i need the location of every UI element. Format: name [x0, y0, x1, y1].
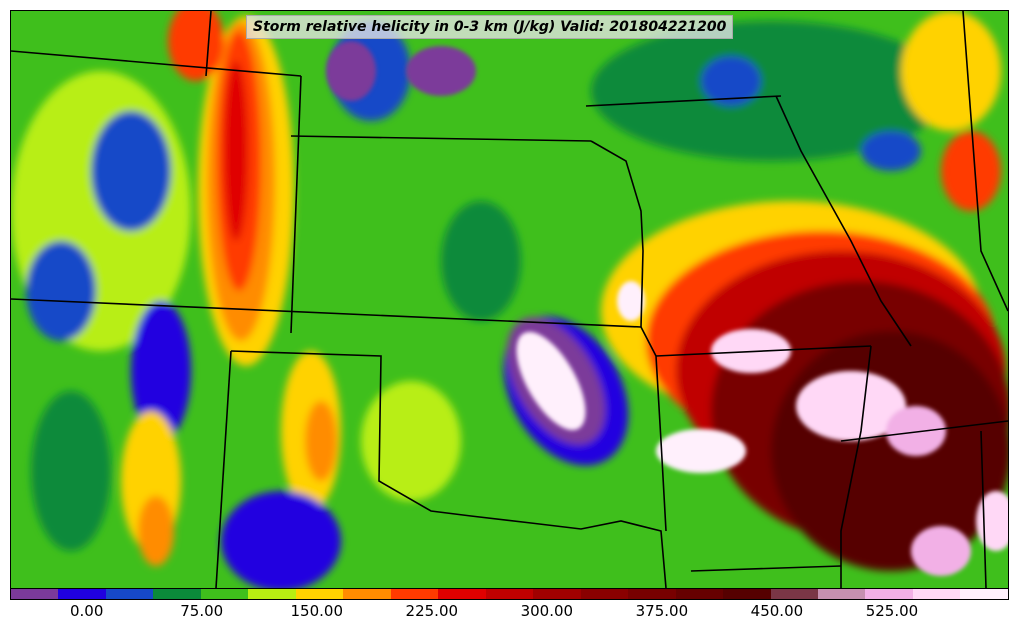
colorbar-swatch — [438, 589, 486, 599]
colorbar-tick-label: 300.00 — [520, 602, 574, 620]
boundary-louisiana — [690, 565, 842, 572]
colorbar-swatch — [580, 589, 629, 599]
field-iowa-darkgreen — [591, 21, 951, 161]
field-purple-north — [406, 46, 476, 96]
map-canvas — [11, 11, 1008, 588]
colorbar-swatch — [153, 589, 201, 599]
colorbar-tick-label: 150.00 — [290, 602, 344, 620]
colorbar-swatch — [533, 589, 581, 599]
colorbar-swatch — [390, 589, 439, 599]
colorbar-tick-label: 75.00 — [180, 602, 224, 620]
colorbar-swatch — [11, 589, 59, 599]
boundary-colorado-kansas — [11, 298, 642, 328]
colorbar-swatch — [912, 589, 961, 599]
field-plains-orange — [305, 401, 337, 481]
colorbar-swatch — [628, 589, 676, 599]
field-oklahoma-yellowgreen — [361, 381, 461, 501]
colorbar-tick-label: 0.00 — [69, 602, 104, 620]
field-kansas-darkgreen — [441, 201, 521, 321]
field-band-darkred — [224, 61, 248, 241]
boundary-oklahoma — [230, 350, 667, 588]
field-core-arkansas-west — [656, 429, 746, 473]
field-ne-yellow — [901, 11, 1001, 131]
field-core-missouri — [617, 281, 645, 321]
colorbar-tick-label: 225.00 — [405, 602, 459, 620]
field-core-mississippi — [886, 406, 946, 456]
colorbar-labels: 0.00 75.00 150.00 225.00 300.00 375.00 450.00 5… — [10, 602, 1007, 626]
colorbar-swatch — [675, 589, 724, 599]
colorbar-tick-label: 375.00 — [635, 602, 689, 620]
map-title-box: Storm relative helicity in 0-3 km (J/kg)… — [246, 15, 734, 39]
boundary-wyoming-east — [290, 75, 302, 334]
field-core-arkansas — [796, 371, 906, 441]
field-se-darkmaroon — [771, 331, 1008, 571]
field-core-oklahoma — [516, 331, 586, 431]
boundary-missouri-arkansas — [655, 345, 872, 357]
field-ne-red — [941, 131, 1001, 211]
field-west-blue-2 — [26, 241, 96, 341]
boundary-mississippi-river — [775, 95, 912, 347]
boundary-nebraska-south — [290, 135, 592, 142]
colorbar-swatch — [58, 589, 106, 599]
colorbar-swatch — [770, 589, 818, 599]
colorbar-swatch — [817, 589, 866, 599]
boundary-arkansas-west — [640, 326, 667, 532]
colorbar — [10, 588, 1009, 600]
boundary-texas-west — [215, 350, 232, 588]
boundary-wyoming-north — [11, 50, 302, 77]
colorbar-swatch — [295, 589, 344, 599]
colorbar-swatch — [248, 589, 296, 599]
boundary-alabama — [980, 430, 987, 588]
colorbar-swatch — [105, 589, 154, 599]
helicity-field — [11, 11, 1008, 588]
colorbar-swatch — [200, 589, 249, 599]
field-core-louisiana — [911, 526, 971, 576]
colorbar-swatch — [865, 589, 913, 599]
colorbar-tick-label: 525.00 — [865, 602, 919, 620]
colorbar-swatch — [960, 589, 1008, 599]
colorbar-swatch — [485, 589, 534, 599]
field-texas-blue — [221, 491, 341, 588]
field-illinois-blue — [861, 131, 921, 171]
boundary-idaho — [205, 11, 212, 77]
field-west-orange — [138, 496, 174, 566]
colorbar-swatch — [343, 589, 391, 599]
boundary-tennessee — [840, 420, 1008, 442]
colorbar-tick-label: 450.00 — [750, 602, 804, 620]
field-west-blue-1 — [91, 111, 171, 231]
boundary-indiana — [962, 11, 1008, 312]
colorbar-swatch — [723, 589, 771, 599]
map-title: Storm relative helicity in 0-3 km (J/kg)… — [253, 19, 727, 35]
boundary-kansas-missouri — [590, 140, 644, 328]
state-boundaries — [11, 11, 1008, 588]
boundary-iowa — [585, 95, 782, 107]
field-purple-nebraska — [326, 41, 376, 101]
field-west-darkgreen — [31, 391, 111, 551]
boundary-arkansas-east — [840, 345, 872, 588]
field-west-blue-3 — [131, 301, 191, 441]
helicity-map — [10, 10, 1009, 589]
field-iowa-blue — [701, 56, 761, 106]
